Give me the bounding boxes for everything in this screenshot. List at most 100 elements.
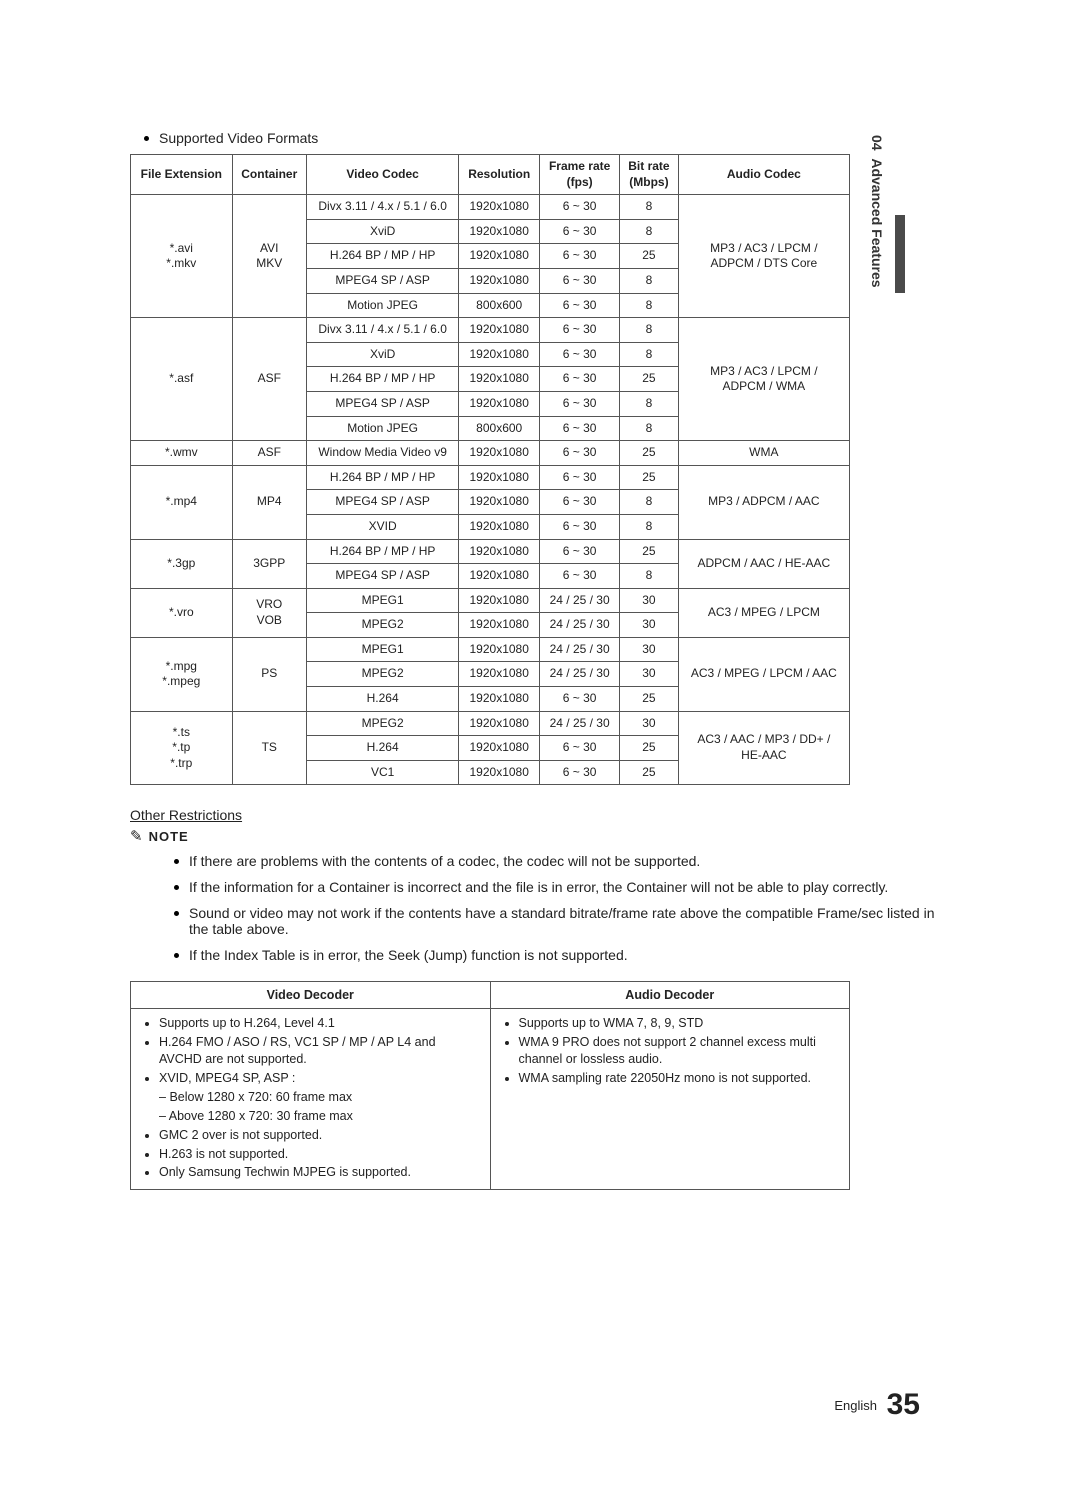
audio-decoder-item: Supports up to WMA 7, 8, 9, STD xyxy=(519,1015,840,1032)
note-item: If the Index Table is in error, the Seek… xyxy=(174,947,940,963)
codec-cell: MPEG1 xyxy=(306,637,458,662)
page-root: 04 Advanced Features Supported Video For… xyxy=(0,0,1080,1494)
codec-cell: 1920x1080 xyxy=(459,539,540,564)
codec-container-cell: PS xyxy=(232,637,306,711)
codec-cell: 6 ~ 30 xyxy=(540,391,620,416)
codec-cell: 24 / 25 / 30 xyxy=(540,588,620,613)
codec-audio-cell: WMA xyxy=(678,441,849,466)
codec-cell: 6 ~ 30 xyxy=(540,244,620,269)
codec-cell: 6 ~ 30 xyxy=(540,195,620,220)
codec-cell: 6 ~ 30 xyxy=(540,441,620,466)
video-decoder-item: Supports up to H.264, Level 4.1 xyxy=(159,1015,480,1032)
codec-cell: 6 ~ 30 xyxy=(540,342,620,367)
video-decoder-subitem: Above 1280 x 720: 30 frame max xyxy=(159,1108,480,1125)
codec-cell: 30 xyxy=(620,588,679,613)
codec-cell: Motion JPEG xyxy=(306,416,458,441)
codec-cell: 1920x1080 xyxy=(459,465,540,490)
note-text: Sound or video may not work if the conte… xyxy=(189,905,940,937)
codec-cell: 1920x1080 xyxy=(459,391,540,416)
codec-cell: 1920x1080 xyxy=(459,564,540,589)
codec-cell: 6 ~ 30 xyxy=(540,367,620,392)
codec-cell: 25 xyxy=(620,441,679,466)
codec-table: File ExtensionContainerVideo CodecResolu… xyxy=(130,154,850,785)
codec-cell: 25 xyxy=(620,736,679,761)
codec-cell: MPEG4 SP / ASP xyxy=(306,391,458,416)
codec-header: File Extension xyxy=(131,155,233,195)
section-heading-row: Supported Video Formats xyxy=(144,130,940,146)
note-text: If there are problems with the contents … xyxy=(189,853,940,869)
codec-ext-cell: *.ts*.tp*.trp xyxy=(131,711,233,785)
codec-cell: 6 ~ 30 xyxy=(540,465,620,490)
note-item: Sound or video may not work if the conte… xyxy=(174,905,940,937)
codec-ext-cell: *.vro xyxy=(131,588,233,637)
codec-cell: 8 xyxy=(620,268,679,293)
footer-page-number: 35 xyxy=(887,1388,920,1421)
chapter-number: 04 xyxy=(869,135,885,151)
codec-cell: XVID xyxy=(306,514,458,539)
codec-cell: Divx 3.11 / 4.x / 5.1 / 6.0 xyxy=(306,318,458,343)
note-icon: ✎ xyxy=(130,827,143,845)
codec-cell: MPEG2 xyxy=(306,662,458,687)
codec-cell: 6 ~ 30 xyxy=(540,539,620,564)
codec-cell: MPEG1 xyxy=(306,588,458,613)
audio-decoder-item: WMA 9 PRO does not support 2 channel exc… xyxy=(519,1034,840,1068)
codec-cell: 1920x1080 xyxy=(459,219,540,244)
video-decoder-item: GMC 2 over is not supported. xyxy=(159,1127,480,1144)
codec-cell: 25 xyxy=(620,539,679,564)
codec-cell: 8 xyxy=(620,293,679,318)
codec-cell: 1920x1080 xyxy=(459,244,540,269)
codec-cell: 8 xyxy=(620,514,679,539)
codec-cell: 1920x1080 xyxy=(459,613,540,638)
codec-cell: XviD xyxy=(306,219,458,244)
codec-cell: 6 ~ 30 xyxy=(540,268,620,293)
codec-cell: 30 xyxy=(620,662,679,687)
codec-cell: 24 / 25 / 30 xyxy=(540,662,620,687)
video-decoder-item: H.264 FMO / ASO / RS, VC1 SP / MP / AP L… xyxy=(159,1034,480,1068)
codec-cell: H.264 xyxy=(306,687,458,712)
codec-cell: 800x600 xyxy=(459,293,540,318)
note-label: NOTE xyxy=(149,829,189,844)
codec-cell: 1920x1080 xyxy=(459,318,540,343)
codec-audio-cell: MP3 / ADPCM / AAC xyxy=(678,465,849,539)
codec-cell: 24 / 25 / 30 xyxy=(540,637,620,662)
page-footer: English 35 xyxy=(834,1388,920,1422)
codec-container-cell: AVIMKV xyxy=(232,195,306,318)
decoder-audio-cell: Supports up to WMA 7, 8, 9, STD WMA 9 PR… xyxy=(490,1009,850,1190)
codec-cell: 1920x1080 xyxy=(459,687,540,712)
bullet-icon xyxy=(144,136,149,141)
section-heading: Supported Video Formats xyxy=(159,130,940,146)
codec-header: Resolution xyxy=(459,155,540,195)
codec-audio-cell: AC3 / AAC / MP3 / DD+ /HE-AAC xyxy=(678,711,849,785)
video-decoder-item: H.263 is not supported. xyxy=(159,1146,480,1163)
codec-ext-cell: *.wmv xyxy=(131,441,233,466)
bullet-icon xyxy=(174,859,179,864)
codec-cell: H.264 BP / MP / HP xyxy=(306,367,458,392)
codec-cell: 6 ~ 30 xyxy=(540,564,620,589)
codec-cell: MPEG4 SP / ASP xyxy=(306,268,458,293)
codec-cell: 1920x1080 xyxy=(459,711,540,736)
codec-header: Frame rate(fps) xyxy=(540,155,620,195)
codec-cell: 1920x1080 xyxy=(459,760,540,785)
codec-cell: 6 ~ 30 xyxy=(540,293,620,318)
codec-audio-cell: AC3 / MPEG / LPCM / AAC xyxy=(678,637,849,711)
codec-container-cell: ASF xyxy=(232,318,306,441)
footer-lang: English xyxy=(834,1398,877,1413)
other-restrictions-heading: Other Restrictions xyxy=(130,807,940,823)
codec-cell: H.264 BP / MP / HP xyxy=(306,539,458,564)
codec-cell: 6 ~ 30 xyxy=(540,416,620,441)
codec-cell: 6 ~ 30 xyxy=(540,318,620,343)
codec-header: Video Codec xyxy=(306,155,458,195)
codec-cell: 1920x1080 xyxy=(459,514,540,539)
codec-cell: H.264 xyxy=(306,736,458,761)
codec-ext-cell: *.mpg*.mpeg xyxy=(131,637,233,711)
codec-cell: MPEG4 SP / ASP xyxy=(306,490,458,515)
codec-cell: VC1 xyxy=(306,760,458,785)
codec-ext-cell: *.mp4 xyxy=(131,465,233,539)
codec-cell: 8 xyxy=(620,219,679,244)
codec-ext-cell: *.avi*.mkv xyxy=(131,195,233,318)
codec-cell: 25 xyxy=(620,367,679,392)
codec-cell: 30 xyxy=(620,613,679,638)
codec-container-cell: MP4 xyxy=(232,465,306,539)
codec-cell: 8 xyxy=(620,342,679,367)
codec-cell: 24 / 25 / 30 xyxy=(540,613,620,638)
